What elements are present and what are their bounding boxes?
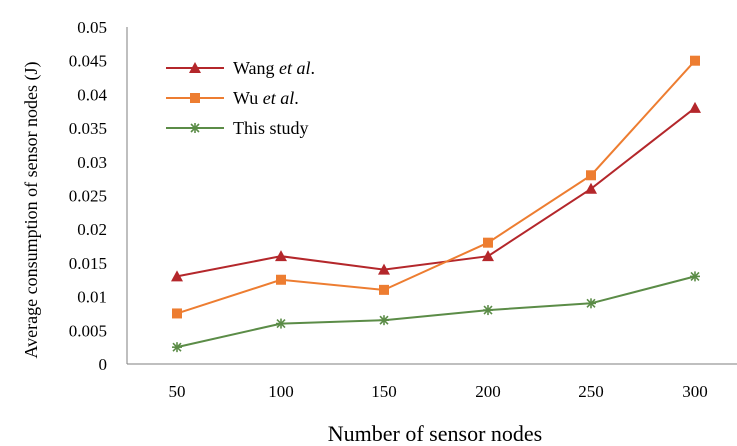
x-tick-label: 200 — [475, 382, 501, 401]
data-point — [483, 237, 493, 248]
data-point — [172, 308, 182, 319]
legend-item: Wang et al. — [166, 58, 315, 78]
x-tick-label: 50 — [169, 382, 186, 401]
series-1 — [172, 55, 700, 319]
legend-label: This study — [233, 118, 309, 138]
y-tick-label: 0.035 — [69, 119, 107, 138]
y-tick-label: 0.05 — [77, 18, 107, 37]
y-tick-label: 0.015 — [69, 254, 107, 273]
y-tick-label: 0.01 — [77, 288, 107, 307]
y-tick-label: 0.02 — [77, 220, 107, 239]
data-point — [483, 305, 493, 316]
data-point — [482, 250, 494, 262]
data-point — [379, 284, 389, 295]
data-point — [585, 182, 597, 194]
data-point — [586, 298, 596, 309]
legend-marker — [189, 62, 201, 73]
data-point — [171, 270, 183, 282]
y-tick-label: 0.04 — [77, 85, 107, 104]
legend: Wang et al. Wu et al. This study — [166, 58, 315, 138]
legend-marker — [190, 123, 200, 133]
y-tick-label: 0.005 — [69, 321, 107, 340]
x-tick-label: 300 — [682, 382, 708, 401]
legend-label: Wu et al. — [233, 88, 299, 108]
x-tick-labels: 50 100 150 200 250 300 — [169, 382, 708, 401]
y-tick-label: 0.03 — [77, 153, 107, 172]
x-tick-label: 250 — [578, 382, 604, 401]
series-line — [176, 275, 696, 349]
y-tick-label: 0.025 — [69, 187, 107, 206]
y-tick-labels: 0 0.005 0.01 0.015 0.02 0.025 0.03 0.035 0.04 0.0… — [69, 18, 108, 374]
y-axis-title: Average consumption of sensor nodes (J) — [21, 61, 42, 358]
data-point — [276, 274, 286, 285]
data-point — [586, 170, 596, 181]
x-tick-label: 100 — [268, 382, 294, 401]
series-0 — [171, 101, 701, 282]
y-tick-label: 0 — [99, 355, 108, 374]
series-2 — [172, 271, 700, 353]
legend-item: Wu et al. — [166, 88, 299, 108]
axes — [126, 27, 737, 365]
data-point — [690, 271, 700, 282]
x-tick-label: 150 — [371, 382, 397, 401]
y-tick-label: 0.045 — [69, 52, 107, 71]
legend-marker — [190, 93, 200, 103]
data-point — [172, 342, 182, 353]
legend-label: Wang et al. — [233, 58, 315, 78]
series-line — [176, 60, 696, 315]
data-point — [690, 55, 700, 66]
series-line — [176, 107, 696, 278]
x-axis-title: Number of sensor nodes — [328, 421, 542, 446]
series-layer — [171, 55, 701, 353]
legend-item: This study — [166, 118, 309, 138]
data-point — [276, 318, 286, 329]
data-point — [379, 315, 389, 326]
data-point — [378, 263, 390, 275]
data-point — [275, 250, 287, 262]
data-point — [689, 101, 701, 113]
